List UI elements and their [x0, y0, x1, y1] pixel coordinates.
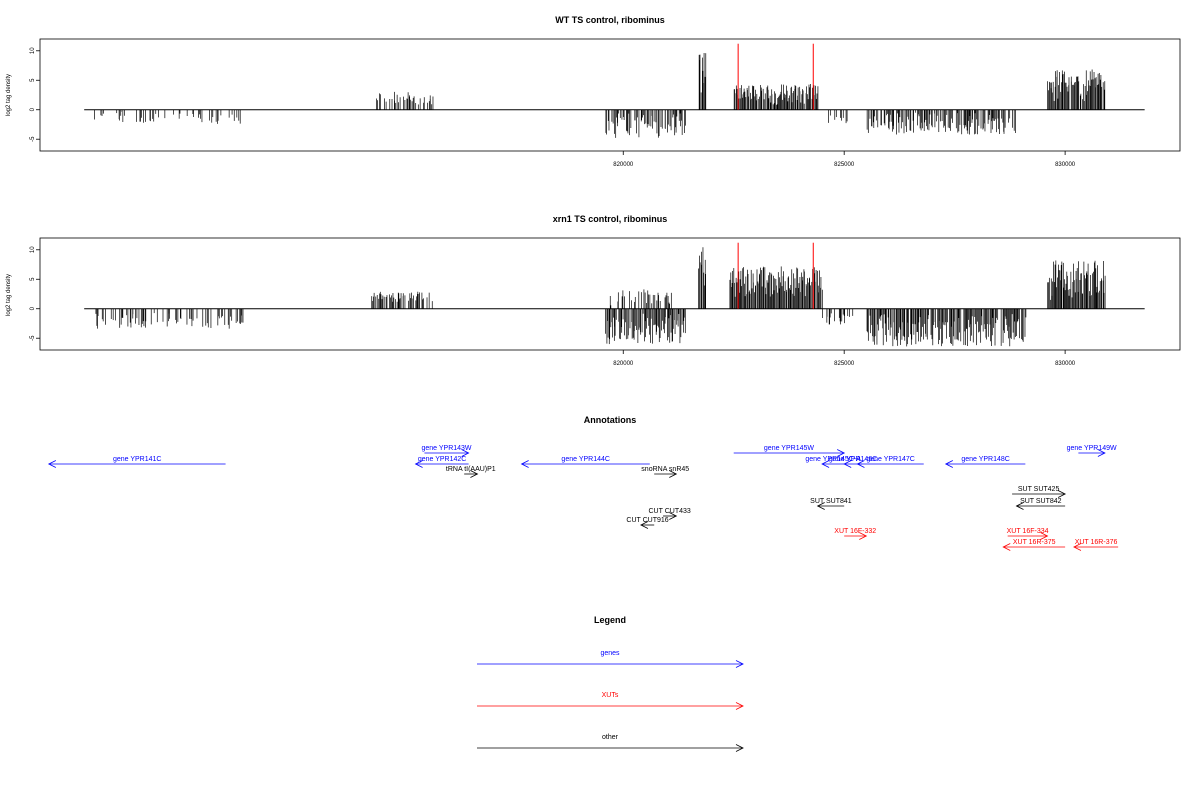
feature-arrow-head	[821, 460, 830, 468]
y-tick-label: 10	[30, 246, 36, 253]
legend: Legend genes XUTs other	[477, 615, 744, 752]
feature-label: SUT SUT842	[1020, 498, 1062, 505]
y-tick-label: 0	[30, 306, 36, 310]
feature-label: gene YPR144C	[561, 456, 610, 463]
feature-label: gene YPR145C-A	[805, 456, 861, 463]
legend-arrow-head	[735, 702, 744, 710]
x-tick-label: 825000	[834, 361, 855, 367]
feature-arrow-head	[843, 460, 852, 468]
feature-arrow-head	[1002, 543, 1011, 551]
feature-arrow-head	[520, 460, 529, 468]
feature-arrow-head	[461, 449, 470, 457]
feature-label: gene YPR147C	[866, 456, 915, 463]
y-tick-label: -5	[30, 136, 36, 142]
x-tick-label: 830000	[1055, 361, 1076, 367]
legend-entry-label: XUTs	[602, 692, 619, 699]
feature-label: gene YPR143W	[421, 445, 471, 452]
feature-arrow-head	[944, 460, 953, 468]
feature-arrow-head	[669, 512, 678, 520]
feature-label: gene YPR148C	[961, 456, 1010, 463]
feature-arrow-head	[414, 460, 423, 468]
x-tick-label: 820000	[613, 361, 634, 367]
feature-arrow-head	[470, 470, 479, 478]
legend-entry-label: other	[602, 734, 619, 741]
feature-arrow-head	[1057, 490, 1067, 498]
feature-arrow-head	[837, 449, 846, 457]
xrn1-y-axis-label: log2 tag density	[6, 274, 12, 316]
y-tick-label: 5	[30, 78, 36, 82]
feature-label: SUT SUT425	[1018, 486, 1060, 493]
feature-label: XUT 16F-334	[1007, 528, 1049, 535]
feature-label: snoRNA snR45	[641, 466, 689, 473]
annotations-title: Annotations	[584, 415, 637, 425]
y-tick-label: -5	[30, 335, 36, 341]
feature-arrow-head	[669, 470, 678, 478]
xrn1-panel: xrn1 TS control, ribominus log2 tag dens…	[6, 214, 1181, 367]
feature-label: gene YPR142C	[418, 456, 467, 463]
feature-label: gene YPR149W	[1067, 445, 1117, 452]
wt-panel-title: WT TS control, ribominus	[555, 15, 665, 25]
feature-label: XUT 16F-332	[834, 528, 876, 535]
feature-label: XUT 16R-375	[1013, 539, 1056, 546]
feature-arrow-head	[47, 460, 57, 468]
legend-arrow-head	[735, 744, 744, 752]
wt-y-axis-label: log2 tag density	[6, 74, 12, 116]
feature-label: gene YPR141C	[113, 456, 162, 463]
annotations-track: Annotations gene YPR141C gene YPR143W gene…	[47, 415, 1119, 551]
legend-arrow-head	[735, 660, 744, 668]
feature-label: gene YPR145W	[764, 445, 814, 452]
feature-arrow-head	[816, 502, 825, 510]
plot-frame	[39, 38, 1181, 152]
y-tick-label: 10	[30, 47, 36, 54]
feature-arrow-head	[856, 460, 865, 468]
y-tick-label: 0	[30, 107, 36, 111]
plot-frame	[39, 237, 1181, 351]
feature-label: SUT SUT841	[810, 498, 852, 505]
wt-panel: WT TS control, ribominus log2 tag densit…	[6, 15, 1181, 168]
feature-arrow-head	[640, 521, 649, 529]
legend-entry-label: genes	[600, 650, 620, 657]
feature-arrow-head	[1073, 543, 1082, 551]
feature-label: gene YPR146C	[829, 456, 878, 463]
feature-arrow-head	[1097, 449, 1106, 457]
legend-title: Legend	[594, 615, 626, 625]
feature-arrow-head	[1040, 532, 1049, 540]
x-tick-label: 825000	[834, 162, 855, 168]
feature-label: CUT CUT916	[626, 517, 668, 524]
x-tick-label: 830000	[1055, 162, 1076, 168]
feature-arrow-head	[1015, 502, 1024, 510]
x-tick-label: 820000	[613, 162, 634, 168]
feature-arrow-head	[859, 532, 868, 540]
feature-label: XUT 16R-376	[1075, 539, 1118, 546]
feature-label: CUT CUT433	[649, 508, 691, 515]
xrn1-panel-title: xrn1 TS control, ribominus	[553, 214, 668, 224]
feature-label: tRNA tI(AAU)P1	[446, 466, 496, 473]
y-tick-label: 5	[30, 277, 36, 281]
